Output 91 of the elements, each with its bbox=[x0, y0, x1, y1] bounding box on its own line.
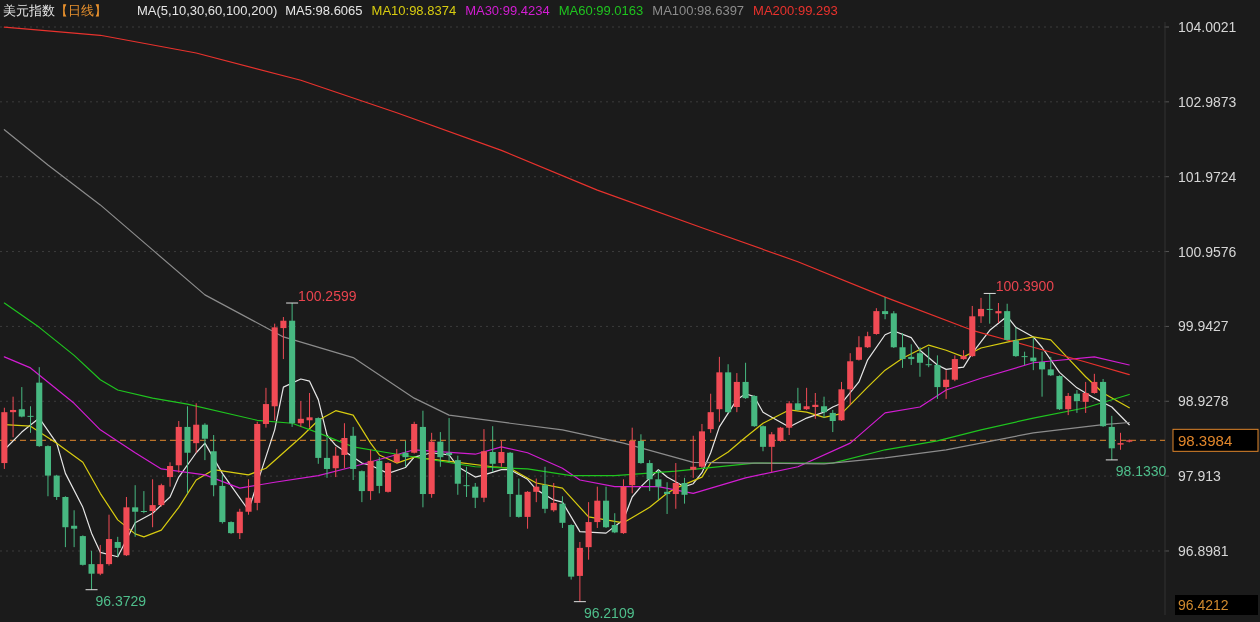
candlestick bbox=[541, 466, 549, 514]
annotation: 96.3729 bbox=[95, 592, 147, 609]
candlestick bbox=[1047, 356, 1054, 377]
candlestick bbox=[53, 474, 60, 501]
annotation: 98.1330 bbox=[1115, 462, 1167, 479]
candlestick bbox=[1108, 415, 1115, 461]
candlestick bbox=[533, 478, 540, 503]
y-tick-label: 97.913 bbox=[1178, 468, 1222, 485]
candlestick bbox=[1065, 392, 1072, 416]
candlestick bbox=[71, 509, 78, 548]
candlestick bbox=[550, 482, 557, 513]
candlestick bbox=[236, 508, 243, 540]
line-series bbox=[3, 129, 1130, 465]
candlestick bbox=[829, 409, 836, 433]
candlestick bbox=[1073, 389, 1080, 414]
chart-title: 美元指数 bbox=[3, 3, 55, 18]
candlestick bbox=[323, 436, 331, 479]
candlestick bbox=[925, 346, 932, 368]
candlestick bbox=[332, 446, 339, 478]
y-tick-label: 99.9427 bbox=[1178, 318, 1229, 335]
candlestick bbox=[1082, 381, 1089, 414]
candlestick bbox=[611, 512, 618, 534]
y-tick-label: 104.0021 bbox=[1178, 19, 1237, 36]
candlestick bbox=[1039, 351, 1046, 398]
y-tick-label: 101.9724 bbox=[1178, 168, 1237, 185]
candlestick bbox=[454, 455, 461, 496]
candlestick bbox=[655, 469, 662, 501]
y-tick-label: 100.9576 bbox=[1178, 243, 1237, 260]
annotation: 96.2109 bbox=[583, 604, 635, 621]
candlestick bbox=[943, 369, 950, 400]
candlestick bbox=[934, 354, 941, 400]
candlestick bbox=[306, 392, 313, 429]
candlestick bbox=[977, 297, 985, 324]
candlestick bbox=[158, 483, 165, 508]
candlestick bbox=[341, 422, 348, 469]
candlestick bbox=[672, 462, 679, 510]
candlestick bbox=[88, 550, 95, 591]
line-series bbox=[3, 26, 1130, 376]
candlestick bbox=[193, 402, 200, 454]
candlestick bbox=[132, 484, 139, 538]
candlestick bbox=[1021, 351, 1028, 366]
candlestick bbox=[358, 469, 365, 503]
candlestick bbox=[463, 466, 470, 498]
ref-line-label: 98.3984 bbox=[1178, 432, 1233, 450]
candlestick bbox=[489, 425, 496, 473]
chart-subtitle: 【日线】 bbox=[55, 3, 107, 18]
candlestick bbox=[951, 354, 958, 382]
legend: MA(5,10,30,60,100,200) MA5:98.6065 MA10:98.8374 MA30:99.4234 MA60:99.0163 MA100:98.6397 MA200:99.293 bbox=[137, 3, 838, 18]
candlestick bbox=[515, 478, 522, 519]
candlestick bbox=[646, 459, 653, 492]
candlestick bbox=[916, 346, 924, 378]
candlestick bbox=[18, 386, 25, 418]
candlestick bbox=[280, 316, 287, 360]
candlestick bbox=[690, 435, 697, 479]
candlestick bbox=[1012, 326, 1019, 358]
candlestick bbox=[637, 433, 644, 465]
candlestick bbox=[794, 387, 801, 412]
candlestick bbox=[742, 362, 749, 400]
y-tick-label: 102.9873 bbox=[1178, 93, 1237, 110]
candlestick bbox=[559, 495, 566, 529]
candlestick bbox=[245, 478, 252, 516]
candlestick bbox=[1091, 373, 1098, 395]
candlestick bbox=[681, 477, 688, 505]
candlestick bbox=[707, 393, 714, 434]
candlestick bbox=[472, 482, 479, 509]
text: 96.4212 bbox=[1178, 597, 1229, 613]
candlestick bbox=[201, 422, 208, 461]
candlestick bbox=[594, 486, 601, 529]
y-tick-label: 96.8981 bbox=[1178, 542, 1229, 559]
candlestick bbox=[899, 332, 906, 369]
candlestick bbox=[114, 536, 121, 558]
y-tick-label: 98.9278 bbox=[1178, 393, 1229, 410]
candlestick bbox=[855, 335, 862, 362]
candlestick bbox=[262, 387, 270, 429]
candlestick bbox=[803, 387, 810, 411]
candlestick bbox=[166, 461, 174, 488]
candlestick bbox=[873, 307, 880, 336]
candlestick bbox=[402, 440, 409, 468]
candlestick bbox=[97, 544, 104, 576]
candlestick bbox=[759, 424, 767, 452]
candlestick bbox=[882, 296, 889, 320]
candlestick bbox=[149, 478, 156, 528]
candlestick bbox=[768, 431, 775, 473]
candlestick bbox=[820, 396, 828, 419]
candlestick bbox=[27, 405, 34, 434]
annotation: 100.3900 bbox=[995, 278, 1055, 295]
candlestick bbox=[140, 490, 147, 514]
candlestick bbox=[498, 440, 505, 468]
annotation: 100.2599 bbox=[298, 288, 357, 305]
candlestick bbox=[437, 431, 444, 468]
candlestick bbox=[986, 292, 993, 325]
